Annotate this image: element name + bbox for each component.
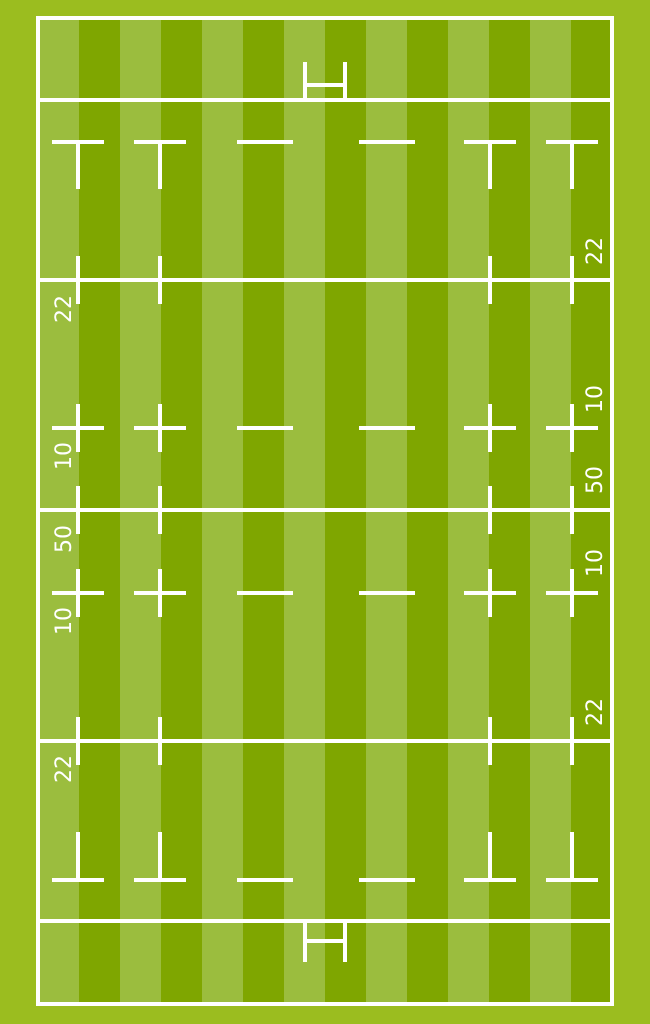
lower-10-label-right: 10 [583, 549, 608, 577]
top-22-label-right: 22 [583, 237, 608, 265]
upper-10-label-right: 10 [583, 385, 608, 413]
bottom-22-label-left: 22 [52, 755, 77, 783]
upper-10-label-left: 10 [52, 442, 77, 470]
top-22-label-left: 22 [52, 295, 77, 323]
pitch-lines [36, 16, 614, 1006]
half-50-label-left: 50 [52, 525, 77, 553]
lower-10-label-left: 10 [52, 607, 77, 635]
half-50-label-right: 50 [583, 466, 608, 494]
line-labels: 22 22 10 10 50 50 10 10 22 22 [52, 237, 608, 783]
bottom-22-label-right: 22 [583, 698, 608, 726]
